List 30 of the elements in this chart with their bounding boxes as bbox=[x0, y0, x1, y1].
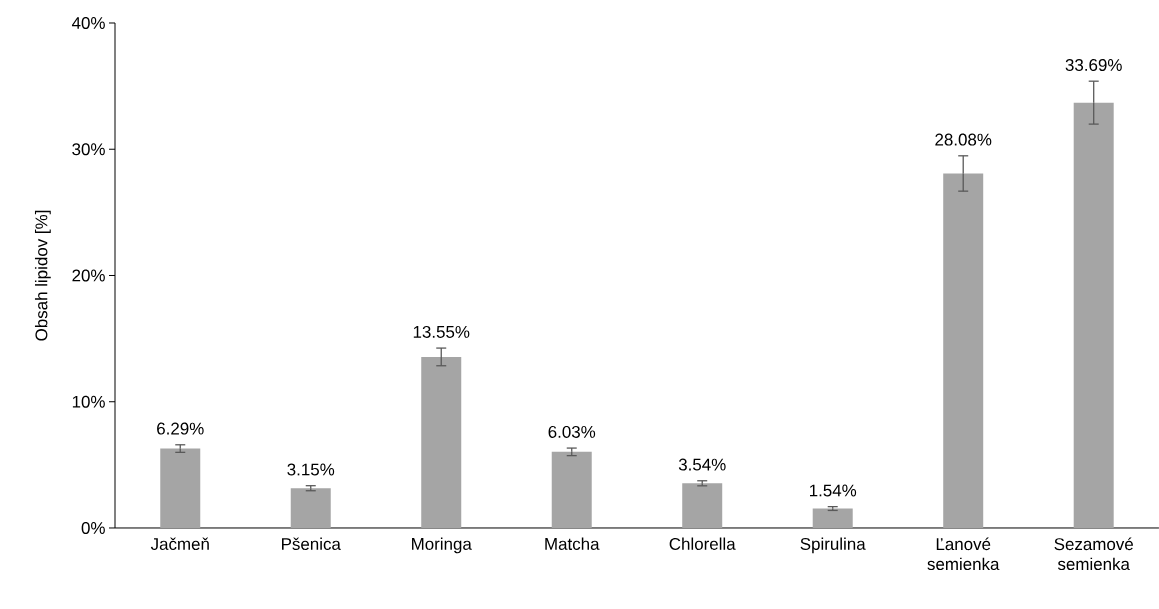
data-label: 6.03% bbox=[548, 425, 596, 438]
y-tick-label: 40% bbox=[71, 16, 105, 29]
data-label: 6.29% bbox=[157, 422, 204, 435]
data-label: 33.69% bbox=[1065, 58, 1122, 71]
y-tick-label: 10% bbox=[72, 395, 105, 408]
y-axis-title: Obsah lipidov [%] bbox=[34, 210, 51, 341]
data-label: 1.54% bbox=[810, 484, 857, 497]
y-tick-label: 20% bbox=[72, 269, 105, 282]
x-tick-label: Spirulina bbox=[800, 537, 866, 554]
x-tick-label: Ľanové semienka bbox=[927, 537, 1000, 571]
data-label: 3.54% bbox=[678, 458, 726, 471]
x-tick-label: Matcha bbox=[545, 537, 600, 550]
bar bbox=[682, 483, 723, 528]
bar bbox=[160, 448, 201, 528]
bar bbox=[421, 356, 462, 528]
bar bbox=[290, 488, 331, 528]
bar bbox=[551, 451, 592, 528]
x-tick-label: Chlorella bbox=[669, 537, 736, 550]
x-tick-label: Sezamové semienka bbox=[1054, 537, 1133, 571]
data-label: 13.55% bbox=[413, 325, 470, 338]
y-tick-label: 30% bbox=[72, 143, 105, 156]
y-tick-label: 0% bbox=[81, 521, 105, 534]
x-tick-label: Pšenica bbox=[282, 537, 341, 551]
x-tick-label: Moringa bbox=[412, 537, 472, 554]
data-label: 28.08% bbox=[935, 133, 992, 146]
bar bbox=[943, 173, 984, 528]
data-label: 3.15% bbox=[287, 463, 335, 476]
bar bbox=[1073, 102, 1114, 528]
bar bbox=[812, 508, 853, 528]
x-tick-label: Jačmeň bbox=[150, 537, 209, 551]
